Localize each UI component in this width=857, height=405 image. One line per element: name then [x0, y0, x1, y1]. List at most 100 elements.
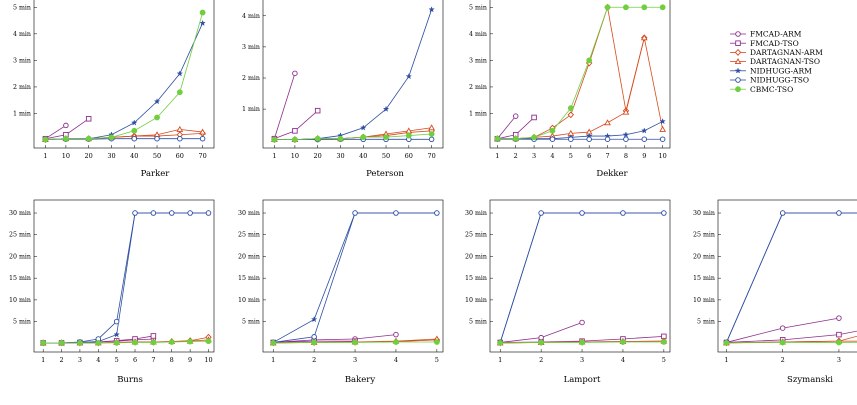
y-tick-label: 15 min [465, 275, 487, 282]
x-tick-label: 6 [587, 152, 591, 160]
data-point [620, 340, 625, 345]
x-tick-label: 5 [662, 356, 666, 364]
legend-label: FMCAD-TSO [750, 39, 799, 48]
y-tick-label: 4 min [242, 13, 260, 20]
data-point [660, 137, 665, 142]
x-tick-label: 30 [107, 152, 115, 160]
series-line [45, 13, 202, 140]
y-tick-label: 1 min [13, 110, 31, 117]
legend-entry-fmcad-arm: FMCAD-ARM [730, 30, 802, 39]
data-point [114, 319, 119, 324]
data-point [837, 316, 842, 321]
x-tick-label: 7 [605, 152, 609, 160]
data-point [114, 332, 119, 337]
legend-label: CBMC-TSO [750, 85, 793, 94]
series-line [497, 7, 644, 138]
series-line [274, 73, 295, 138]
data-point [272, 137, 277, 142]
legend-label: DARTAGNAN-TSO [750, 57, 820, 66]
x-tick-label: 3 [78, 356, 82, 364]
x-tick-label: 2 [312, 356, 316, 364]
series-nidhugg-arm [271, 210, 440, 344]
y-tick-label: 1 min [469, 110, 487, 117]
y-tick-label: 3 min [13, 57, 31, 64]
legend-label: NIDHUGG-TSO [750, 76, 809, 85]
y-tick-label: 3 min [469, 57, 487, 64]
data-point [394, 332, 399, 337]
series-dartagnan-tso [41, 337, 212, 345]
data-point [114, 340, 119, 345]
data-point [605, 5, 610, 10]
data-point [532, 115, 537, 120]
y-tick-label: 3 min [242, 44, 260, 51]
legend: FMCAD-ARMFMCAD-TSODARTAGNAN-ARMDARTAGNAN… [730, 30, 823, 94]
y-tick-label: 15 min [9, 275, 31, 282]
x-tick-label: 3 [532, 152, 536, 160]
data-point [312, 340, 317, 345]
data-point [133, 211, 138, 216]
data-point [394, 211, 399, 216]
series-line [726, 213, 857, 342]
data-point [43, 137, 48, 142]
data-point [568, 106, 573, 111]
x-tick-label: 60 [405, 152, 413, 160]
x-tick-label: 6 [133, 356, 137, 364]
data-point [177, 90, 182, 95]
data-point [59, 340, 64, 345]
legend-marker [736, 87, 741, 92]
data-point [513, 136, 518, 141]
legend-marker [736, 32, 741, 37]
data-point [621, 211, 626, 216]
data-point [200, 136, 205, 141]
data-point [550, 137, 555, 142]
data-point [435, 211, 440, 216]
data-point [151, 211, 156, 216]
data-point [406, 74, 411, 79]
y-tick-label: 5 min [13, 4, 31, 11]
data-point [64, 123, 69, 128]
series-fmcad-tso [272, 108, 320, 141]
data-point [780, 326, 785, 331]
legend-marker [735, 50, 740, 56]
data-point [77, 340, 82, 345]
x-tick-label: 40 [359, 152, 367, 160]
x-tick-label: 2 [539, 356, 543, 364]
y-tick-label: 4 min [469, 31, 487, 38]
data-point [429, 125, 434, 130]
series-cbmc-tso [498, 340, 667, 346]
series-nidhugg-tso [495, 137, 665, 142]
data-point [109, 135, 114, 140]
y-tick-label: 5 min [242, 319, 260, 326]
x-tick-label: 3 [353, 356, 357, 364]
data-point [539, 340, 544, 345]
data-point [133, 340, 138, 345]
data-point [177, 71, 182, 76]
y-tick-label: 10 min [693, 297, 715, 304]
x-tick-label: 30 [336, 152, 344, 160]
y-tick-label: 5 min [469, 319, 487, 326]
data-point [393, 340, 398, 345]
x-tick-label: 9 [642, 152, 646, 160]
chart-title: Lamport [564, 375, 601, 385]
x-tick-label: 1 [41, 356, 45, 364]
y-tick-label: 1 min [242, 106, 260, 113]
chart-title: Peterson [366, 169, 404, 179]
data-point [550, 128, 555, 133]
plot-frame [490, 200, 670, 352]
y-tick-label: 20 min [693, 253, 715, 260]
data-point [86, 136, 91, 141]
data-point [155, 136, 160, 141]
legend-marker [735, 68, 740, 73]
data-point [96, 340, 101, 345]
data-point [206, 211, 211, 216]
y-tick-label: 5 min [697, 319, 715, 326]
x-tick-label: 4 [621, 356, 625, 364]
chart-title: Dekker [596, 169, 628, 179]
data-point [587, 137, 592, 142]
series-nidhugg-tso [724, 211, 857, 345]
x-tick-label: 8 [624, 152, 628, 160]
plot-frame [34, 0, 214, 148]
series-line [497, 121, 662, 138]
data-point [178, 136, 183, 141]
